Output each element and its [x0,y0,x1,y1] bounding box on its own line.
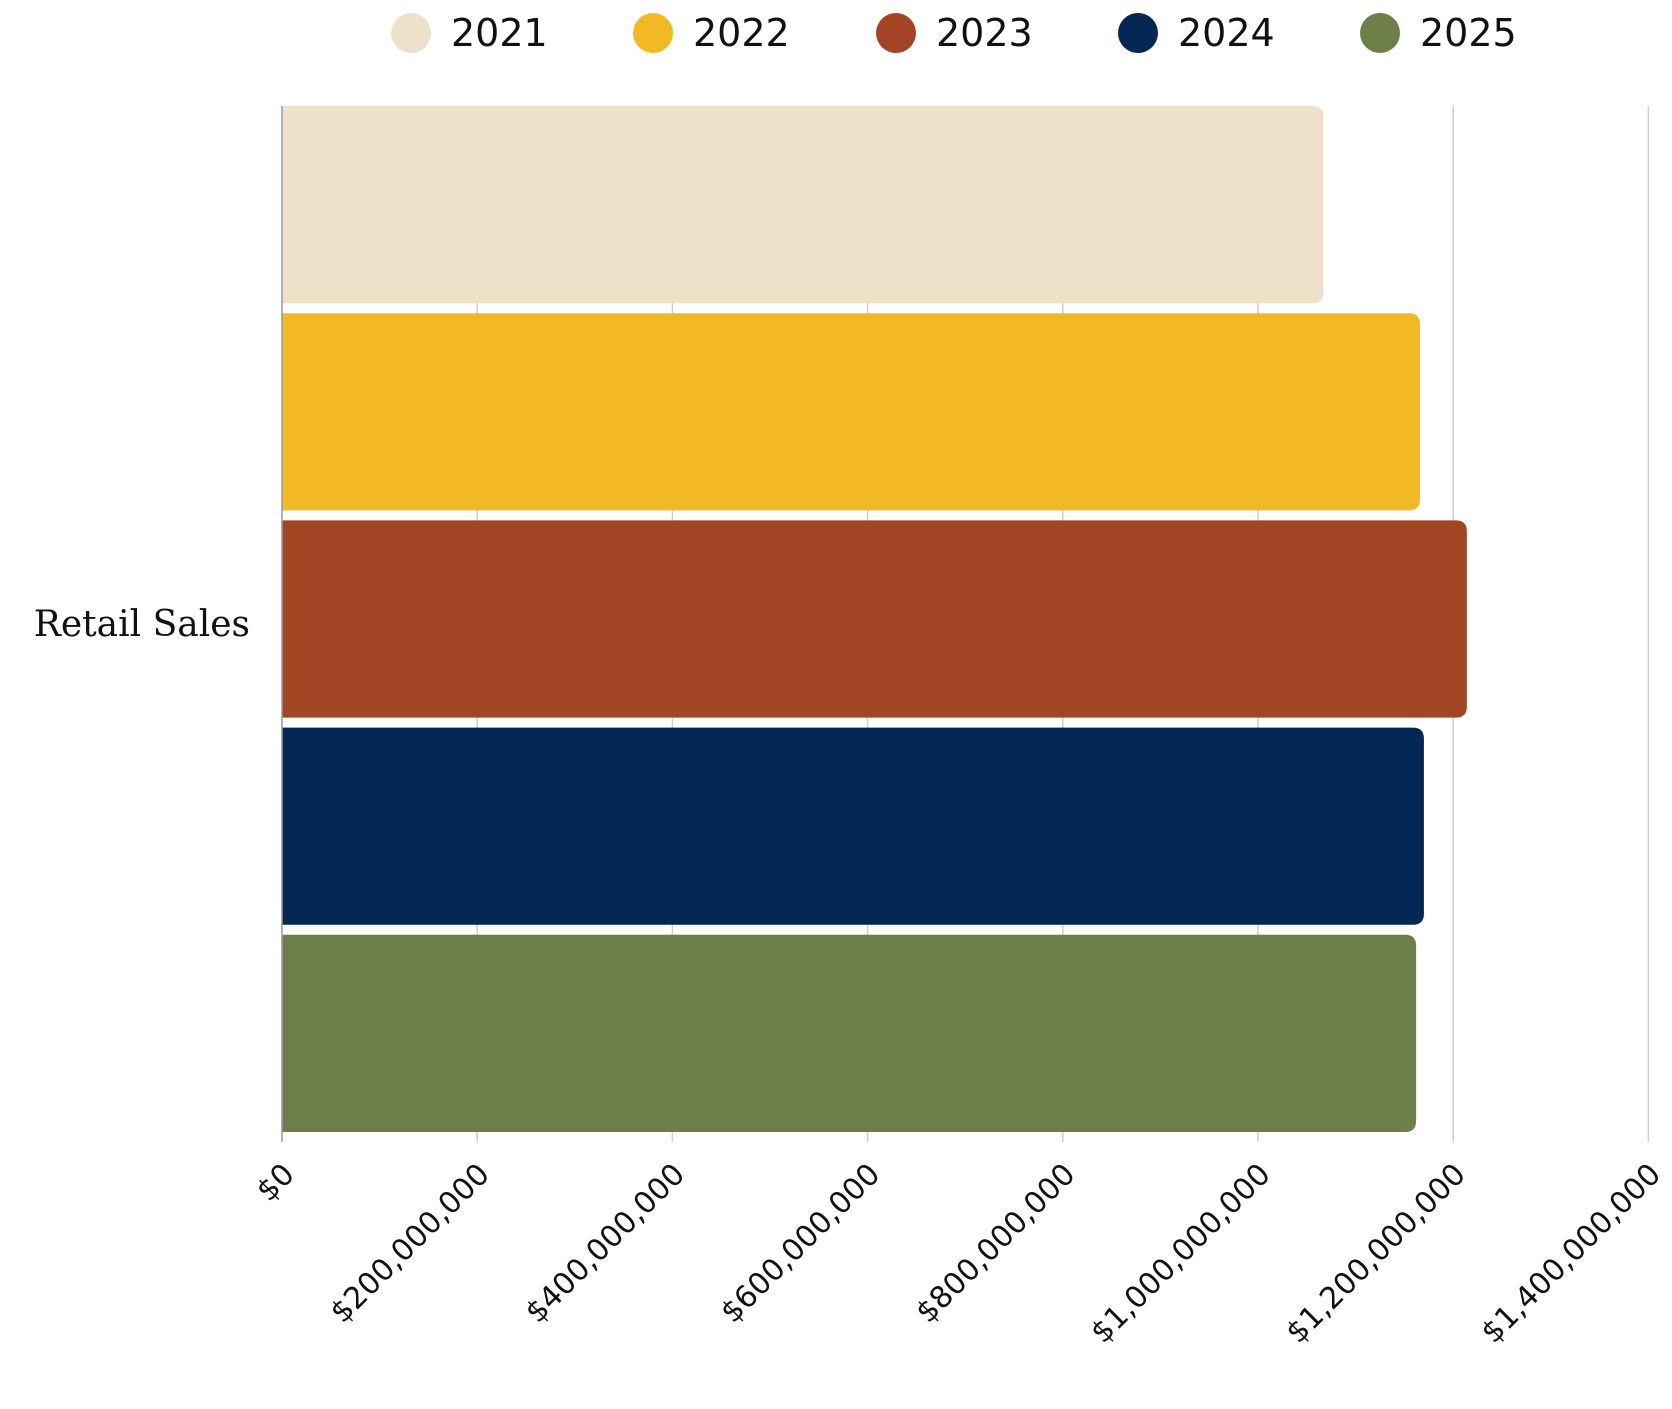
x-tick-label: $1,000,000,000 [1084,1157,1277,1350]
legend-item-2021: 2021 [391,11,548,55]
legend-label: 2023 [936,11,1033,55]
bar-2022 [282,313,1421,511]
legend-item-2024: 2024 [1118,11,1275,55]
legend-item-2023: 2023 [876,11,1033,55]
x-axis-tick-labels: $0 $200,000,000 $400,000,000 $600,000,000 $8… [250,1157,1668,1350]
legend: 2021 2022 2023 2024 2025 [391,11,1517,55]
legend-swatch [1118,13,1158,53]
x-tick-label: $1,400,000,000 [1475,1157,1668,1350]
legend-label: 2025 [1420,11,1517,55]
x-tick-label: $400,000,000 [519,1157,692,1330]
x-tick-label: $0 [250,1157,302,1209]
legend-swatch [633,13,673,53]
category-labels: Retail Sales [34,604,250,645]
category-label: Retail Sales [34,604,250,645]
legend-label: 2024 [1178,11,1275,55]
x-tick-label: $800,000,000 [909,1157,1082,1330]
bar-2023 [282,520,1467,718]
legend-item-2022: 2022 [633,11,790,55]
legend-label: 2021 [451,11,548,55]
legend-item-2025: 2025 [1360,11,1517,55]
legend-label: 2022 [693,11,790,55]
x-tick-label: $200,000,000 [324,1157,497,1330]
x-tick-label: $1,200,000,000 [1279,1157,1472,1350]
bars [282,106,1467,1132]
legend-swatch [391,13,431,53]
legend-swatch [876,13,916,53]
bar-2021 [282,106,1324,304]
bar-2024 [282,727,1424,925]
x-tick-label: $600,000,000 [714,1157,887,1330]
legend-swatch [1360,13,1400,53]
bar-2025 [282,934,1417,1132]
